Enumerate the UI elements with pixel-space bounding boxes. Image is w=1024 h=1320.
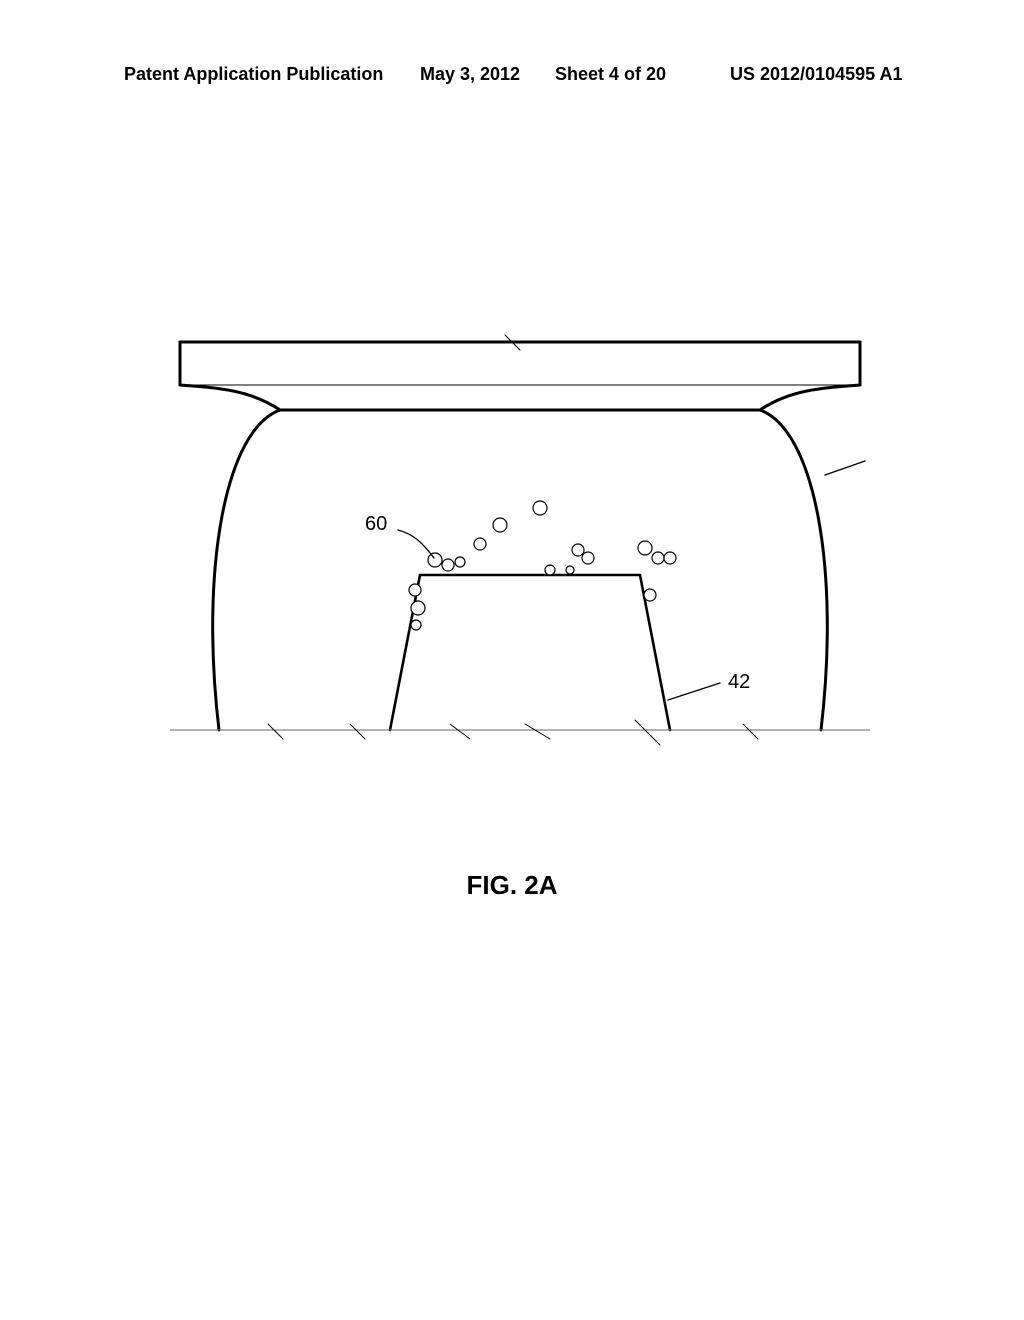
publication-date: May 3, 2012 bbox=[420, 64, 520, 85]
sheet-number: Sheet 4 of 20 bbox=[555, 64, 666, 85]
publication-number: US 2012/0104595 A1 bbox=[730, 64, 902, 85]
figure-2a: 104260 bbox=[170, 330, 870, 780]
figure-svg: 104260 bbox=[170, 330, 870, 780]
publication-title: Patent Application Publication bbox=[124, 64, 383, 85]
page-header: Patent Application Publication May 3, 20… bbox=[0, 64, 1024, 94]
svg-text:60: 60 bbox=[365, 513, 387, 535]
svg-text:42: 42 bbox=[728, 671, 750, 693]
figure-caption: FIG. 2A bbox=[0, 870, 1024, 901]
